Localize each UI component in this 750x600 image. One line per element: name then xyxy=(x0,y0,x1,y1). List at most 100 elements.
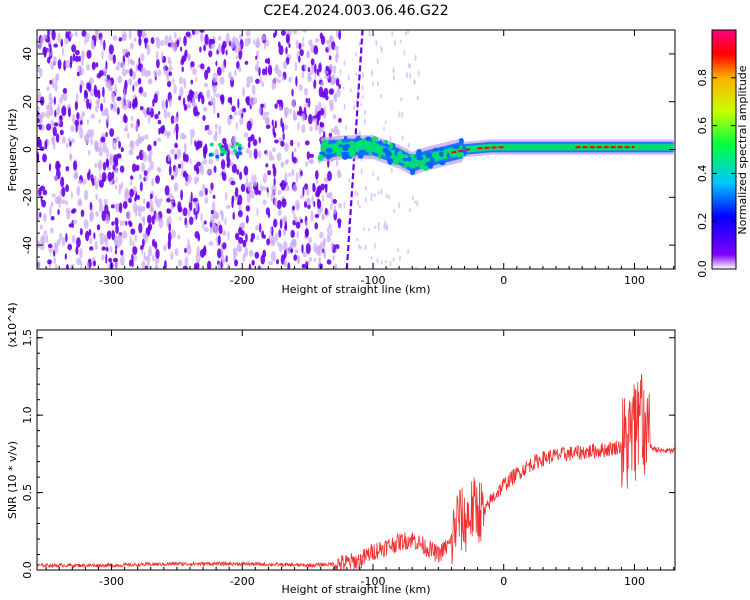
noise-speck xyxy=(267,57,271,65)
noise-speck xyxy=(139,181,143,192)
noise-speck xyxy=(132,202,138,214)
noise-speck xyxy=(112,54,117,64)
noise-speck xyxy=(138,173,143,181)
noise-speck xyxy=(46,86,50,92)
noise-speck xyxy=(329,204,333,211)
noise-speck xyxy=(180,46,183,52)
noise-speck xyxy=(87,149,91,156)
noise-speck xyxy=(273,218,278,228)
noise-speck xyxy=(193,176,198,185)
snr-ticks: -300 -200 -100 0 100 0.0 0.5 1.0 1.5 xyxy=(21,329,675,588)
noise-speck xyxy=(380,46,383,50)
noise-speck xyxy=(50,227,54,234)
signal-blob xyxy=(432,147,439,151)
noise-speck xyxy=(120,146,124,153)
noise-speck xyxy=(143,170,148,176)
noise-speck xyxy=(102,141,107,153)
snr-xtick-label: -200 xyxy=(230,575,255,588)
noise-speck xyxy=(255,37,261,49)
noise-speck xyxy=(155,38,161,49)
noise-speck xyxy=(204,143,208,154)
noise-speck xyxy=(101,109,107,117)
noise-speck xyxy=(154,113,159,120)
noise-speck xyxy=(140,53,145,62)
noise-speck xyxy=(230,38,235,50)
noise-speck xyxy=(137,133,141,144)
noise-speck xyxy=(375,39,378,46)
noise-speck xyxy=(219,172,222,177)
noise-speck xyxy=(348,178,351,183)
noise-speck xyxy=(98,202,104,213)
noise-speck xyxy=(56,239,61,246)
noise-speck xyxy=(398,202,401,209)
noise-speck xyxy=(273,131,277,138)
noise-speck xyxy=(180,189,184,201)
noise-speck xyxy=(195,252,201,264)
noise-speck xyxy=(116,96,122,102)
noise-speck xyxy=(219,76,225,85)
noise-speck xyxy=(280,161,285,168)
noise-speck xyxy=(284,172,288,182)
noise-speck xyxy=(182,207,188,217)
noise-speck xyxy=(277,241,280,247)
signal-blob xyxy=(392,159,400,165)
noise-speck xyxy=(385,193,388,199)
noise-speck xyxy=(222,242,227,250)
noise-speck xyxy=(77,198,83,207)
figure-title: C2E4.2024.003.06.46.G22 xyxy=(263,3,448,19)
signal-blob xyxy=(322,139,329,145)
noise-speck xyxy=(323,106,326,114)
noise-speck xyxy=(190,61,195,68)
noise-speck xyxy=(328,55,332,60)
noise-speck xyxy=(244,182,249,188)
noise-speck xyxy=(62,136,66,144)
noise-speck xyxy=(230,76,234,81)
noise-speck xyxy=(156,59,160,69)
noise-speck xyxy=(249,190,255,199)
noise-speck xyxy=(118,184,122,195)
noise-speck xyxy=(400,97,403,102)
noise-speck xyxy=(120,181,124,190)
noise-speck xyxy=(196,161,201,167)
noise-speck xyxy=(329,35,332,46)
noise-speck xyxy=(193,215,196,222)
noise-speck xyxy=(298,84,303,92)
noise-speck xyxy=(243,165,249,176)
noise-speck xyxy=(57,33,61,43)
noise-speck xyxy=(335,53,339,63)
noise-speck xyxy=(248,263,252,269)
noise-speck xyxy=(47,243,53,249)
noise-speck xyxy=(261,185,267,191)
signal-blob xyxy=(341,153,349,160)
noise-speck xyxy=(295,39,299,50)
noise-speck xyxy=(157,69,162,77)
noise-speck xyxy=(407,142,410,149)
noise-speck xyxy=(362,227,365,231)
noise-speck xyxy=(323,87,329,97)
noise-speck xyxy=(360,102,363,106)
noise-speck xyxy=(261,230,265,239)
noise-speck xyxy=(198,140,203,148)
noise-speck xyxy=(274,197,278,208)
noise-speck xyxy=(270,250,276,262)
noise-speck xyxy=(220,159,226,170)
noise-speck xyxy=(193,262,198,269)
noise-speck xyxy=(106,113,110,123)
noise-speck xyxy=(129,188,134,198)
noise-speck xyxy=(296,231,299,239)
noise-speck xyxy=(308,97,311,108)
noise-speck xyxy=(373,193,376,198)
noise-speck xyxy=(256,235,259,241)
noise-speck xyxy=(289,108,292,115)
noise-speck xyxy=(115,136,120,143)
noise-speck xyxy=(302,30,308,33)
noise-speck xyxy=(147,167,151,174)
noise-speck xyxy=(206,124,210,130)
noise-speck xyxy=(164,259,167,269)
noise-speck xyxy=(134,234,138,242)
noise-speck xyxy=(255,55,258,61)
noise-speck xyxy=(210,95,213,106)
noise-speck xyxy=(249,75,253,84)
noise-speck xyxy=(377,191,380,195)
noise-speck xyxy=(302,36,305,42)
